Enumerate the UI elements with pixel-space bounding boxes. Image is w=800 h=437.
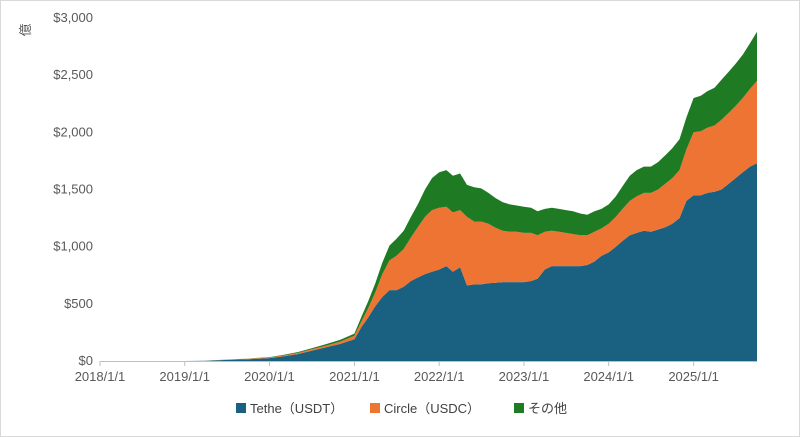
legend-label: その他 <box>528 401 567 416</box>
y-tick-label: $0 <box>79 353 93 368</box>
legend-swatch <box>236 403 246 413</box>
x-tick-label: 2019/1/1 <box>159 369 210 384</box>
x-tick-label: 2021/1/1 <box>329 369 380 384</box>
legend-label: Circle（USDC） <box>384 401 480 416</box>
legend-swatch <box>370 403 380 413</box>
legend-label: Tethe（USDT） <box>250 401 343 416</box>
x-tick-label: 2024/1/1 <box>583 369 634 384</box>
x-tick-label: 2025/1/1 <box>668 369 719 384</box>
legend: Tethe（USDT） Circle（USDC） その他 <box>236 401 567 416</box>
y-tick-label: $500 <box>64 296 93 311</box>
y-axis: $0 $500 $1,000 $1,500 $2,000 $2,500 $3,000 <box>53 10 93 368</box>
x-tick-label: 2018/1/1 <box>75 369 126 384</box>
x-tick-label: 2022/1/1 <box>414 369 465 384</box>
y-tick-label: $1,500 <box>53 182 93 197</box>
x-tick-label: 2023/1/1 <box>499 369 550 384</box>
y-tick-label: $3,000 <box>53 10 93 25</box>
y-tick-label: $1,000 <box>53 239 93 254</box>
series-area-2 <box>100 80 757 362</box>
series-area-3 <box>100 31 757 361</box>
series-area-1 <box>100 163 757 361</box>
x-tick-label: 2020/1/1 <box>244 369 295 384</box>
y-tick-label: $2,000 <box>53 124 93 139</box>
y-tick-label: $2,500 <box>53 67 93 82</box>
x-axis: 2018/1/1 2019/1/1 2020/1/1 2021/1/1 2022/1/1… <box>75 361 719 384</box>
legend-swatch <box>514 403 524 413</box>
plot-area <box>100 31 757 362</box>
y-axis-label: 億 <box>18 23 33 36</box>
